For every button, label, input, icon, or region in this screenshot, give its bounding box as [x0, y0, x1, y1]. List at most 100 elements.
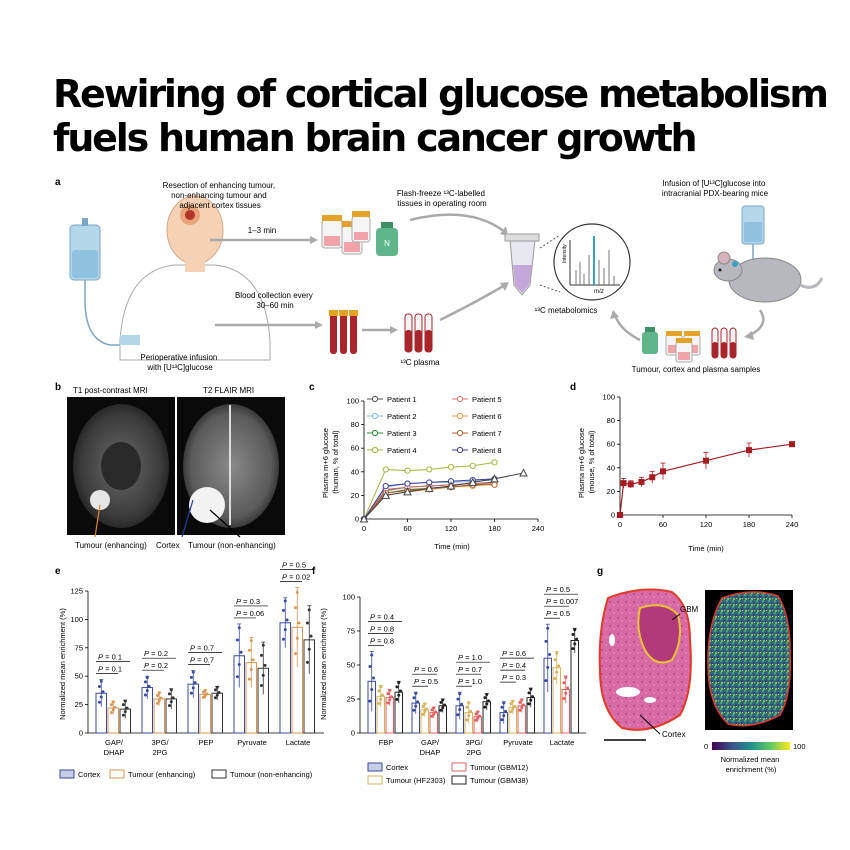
panel-d-ytick-label: 40 [607, 463, 615, 472]
panel-f-dot [548, 652, 552, 656]
panel-f-dot [439, 708, 443, 712]
legend-marker [371, 429, 379, 437]
samples-icon [642, 327, 737, 363]
panel-f-pvalue: P = 0.7 [458, 665, 482, 674]
panel-e-dot [101, 690, 105, 694]
panel-d-series [617, 441, 795, 518]
panel-b: b T1 post-contrast MRI T2 FLAIR MRI Tumo… [55, 382, 285, 550]
panel-e-dot [235, 675, 239, 679]
mass-spectrum: Intensity m/z [562, 236, 620, 295]
panel-c-axes: 0 20 40 60 80 100 0 60 120 180 240 [346, 397, 544, 534]
panel-f-dot [485, 702, 489, 706]
title-line-1: Rewiring of cortical glucose metabolism [53, 72, 829, 116]
panel-f-dot [399, 689, 403, 693]
panel-e-pvalue: P = 0.06 [236, 609, 264, 618]
panel-f-dot [368, 699, 372, 703]
panel-d-xtick-label: 180 [743, 520, 756, 529]
panel-f-dot [527, 691, 531, 695]
panel-f-dot [381, 693, 385, 697]
panel-e-dot [109, 711, 113, 715]
panel-f-dot [485, 693, 489, 697]
panel-e-bar [199, 693, 211, 734]
panel-c-point [446, 481, 456, 490]
panel-e-dot [239, 650, 243, 654]
panel-d-ylabel: Plasma m+6 glucose (mouse, % of total) [577, 426, 596, 498]
gbm-region [637, 604, 681, 664]
panel-f-ytick-label: 100 [342, 593, 355, 602]
panel-f-ytick-label: 75 [347, 627, 355, 636]
panel-f-dot [458, 708, 462, 712]
legend-swatch [59, 769, 75, 779]
panel-f-dot [520, 706, 524, 710]
iv-bag-icon [69, 218, 130, 346]
panel-c: c Plasma m+6 glucose (human, % of total)… [309, 382, 544, 551]
panel-f-dot [478, 714, 482, 718]
panel-c-xtick-label: 180 [488, 524, 501, 533]
panel-f-dot [557, 664, 561, 668]
panel-f-dot [483, 705, 487, 709]
panel-e-dot [309, 634, 313, 638]
panel-f-category-label: Pyruvate [503, 738, 533, 747]
enhancing-tumour-region [90, 490, 110, 510]
panel-f-dot [500, 718, 504, 722]
panel-f-dot [544, 679, 548, 683]
tissue-tubes-icon [321, 211, 371, 255]
panel-e-pvalue: P = 0.02 [282, 573, 310, 582]
panel-e-dot [111, 708, 115, 712]
panel-d-ytick-label: 20 [607, 487, 615, 496]
panel-f-dot [434, 710, 438, 714]
panel-f-ytick-label: 50 [347, 661, 355, 670]
panel-f-dot [412, 708, 416, 712]
panel-e-dot [109, 703, 113, 707]
panel-d-xtick-label: 0 [618, 520, 622, 529]
panel-e-dot [217, 690, 221, 694]
panel-f-dot [467, 701, 471, 705]
legend-marker [371, 395, 379, 403]
panel-e-dot [235, 638, 239, 642]
panel-e-dot [97, 700, 101, 704]
panel-f-pvalue: P = 0.8 [370, 624, 394, 633]
legend-marker [456, 412, 464, 420]
panel-e-dot [171, 696, 175, 700]
page-title: Rewiring of cortical glucose metabolism … [53, 72, 829, 160]
label-enhancing: Tumour (enhancing) [75, 541, 147, 550]
panel-f-bars: P = 0.8 P = 0.8 P = 0.4 P = 0.5 P = 0.6 P = 1… [367, 585, 579, 734]
panel-d-ytick-label: 60 [607, 440, 615, 449]
panel-f-dot [529, 698, 533, 702]
panel-c-ytick-label: 0 [355, 515, 359, 524]
panel-e-pvalue: P = 0.2 [144, 661, 168, 670]
panel-f-pvalue: P = 0.6 [502, 649, 526, 658]
panel-e-dot [293, 652, 297, 656]
panel-f-dot [456, 697, 460, 701]
panel-f-dot [414, 692, 418, 696]
panel-f-dot [509, 710, 513, 714]
legend-marker [456, 446, 464, 454]
panel-d-point [660, 468, 666, 475]
panel-f-dot [458, 692, 462, 696]
non-enhancing-tumour-region [189, 487, 225, 523]
panel-e-ytick-label: 75 [75, 643, 83, 652]
panel-f-dot [502, 701, 506, 705]
panel-f-category-label: 3PG/ [465, 738, 483, 747]
panel-f-dot [379, 685, 383, 689]
panel-c-point [426, 466, 433, 473]
panel-d-point [703, 457, 709, 464]
panel-c-point [404, 480, 411, 487]
panel-e-pvalue: P = 0.3 [236, 597, 260, 606]
panel-e-ytick-label: 100 [70, 615, 83, 624]
panel-f-dot [368, 665, 372, 669]
legend-label: Cortex [386, 763, 408, 772]
panel-f-dot [476, 716, 480, 720]
panel-e-bars: P = 0.1 P = 0.1 P = 0.2 P = 0.2 P = 0.7 P = 0… [95, 561, 315, 734]
panel-f-dot [460, 702, 464, 706]
panel-c-ytick-label: 60 [351, 444, 359, 453]
he-tissue-image [598, 588, 692, 731]
panel-c-line [363, 472, 524, 520]
legend-label: Cortex [78, 770, 100, 779]
legend-marker [371, 446, 379, 454]
panel-d-point [617, 512, 623, 518]
panel-f-dot [564, 676, 568, 680]
panel-e-dot [191, 670, 195, 674]
panel-e-dot [145, 676, 149, 680]
panel-e-dot [281, 637, 285, 641]
